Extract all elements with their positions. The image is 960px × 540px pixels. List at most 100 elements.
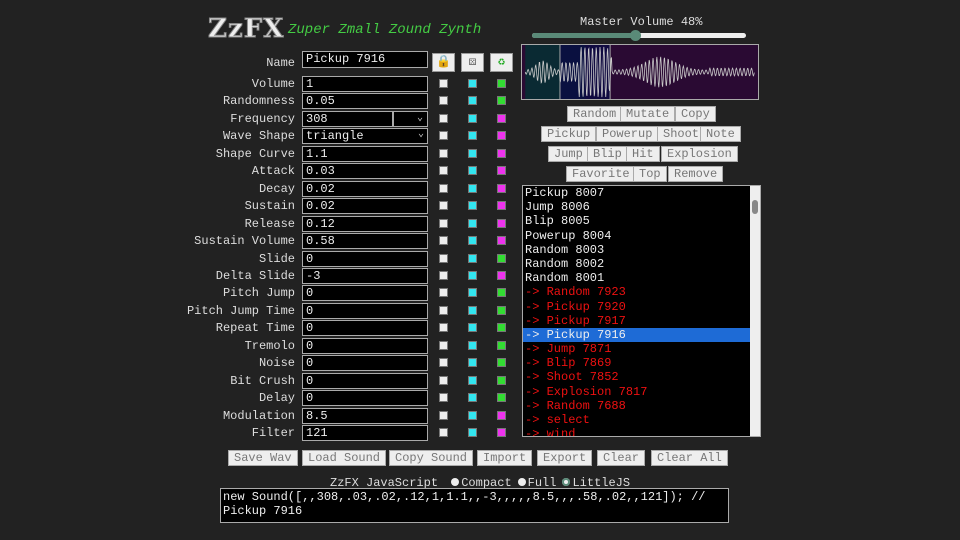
lock-checkbox[interactable] [439,148,448,158]
lock-checkbox[interactable] [439,288,448,298]
radio-littlejs[interactable] [562,478,571,486]
lock-checkbox[interactable] [439,131,448,141]
remove-button[interactable]: Remove [668,166,724,182]
scrollbar-thumb[interactable] [752,200,758,214]
param-input[interactable]: 121 [302,425,428,441]
sound-list-item[interactable]: Pickup 8007 [525,186,605,200]
randomize-checkbox[interactable] [468,393,477,403]
mode-checkbox[interactable] [497,79,506,88]
sound-list-item[interactable]: -> Jump 7871 [525,342,612,357]
lock-checkbox[interactable] [439,166,448,176]
sound-list-item[interactable]: -> Pickup 7916 [523,327,750,343]
param-input[interactable]: 0 [302,372,428,389]
lock-checkbox[interactable] [439,253,448,263]
param-input[interactable]: 0 [302,302,428,319]
import-button[interactable]: Import [477,450,533,466]
master-volume-slider[interactable] [532,30,746,41]
randomize-checkbox[interactable] [468,270,477,280]
mode-checkbox[interactable] [497,113,506,123]
randomize-checkbox[interactable] [468,166,477,176]
mode-checkbox[interactable] [497,270,506,280]
lock-checkbox[interactable] [439,201,448,211]
lock-checkbox[interactable] [439,96,448,106]
lock-checkbox[interactable] [439,270,448,280]
sound-list-item[interactable]: -> Pickup 7917 [525,313,626,328]
mode-checkbox[interactable] [497,131,506,141]
lock-checkbox[interactable] [439,428,448,437]
top-button[interactable]: Top [633,166,667,182]
param-input[interactable]: 0.03 [302,163,428,180]
randomize-checkbox[interactable] [468,236,477,246]
clear-button[interactable]: Clear [597,450,646,466]
chevron-down-icon[interactable]: ⌄ [417,129,424,141]
mode-checkbox[interactable] [497,236,506,246]
randomize-checkbox[interactable] [468,131,477,141]
sound-list-item[interactable]: -> select [525,413,590,427]
radio-label[interactable]: LittleJS [572,476,631,490]
randomize-checkbox[interactable] [468,375,477,385]
randomize-checkbox[interactable] [468,218,477,228]
note-button[interactable]: Note [700,126,741,142]
sound-list-item[interactable]: -> Blip 7869 [525,356,612,371]
mode-checkbox[interactable] [497,183,506,193]
sound-list-item[interactable]: Powerup 8004 [525,228,612,243]
randomize-button[interactable]: ⚄ [461,53,484,72]
param-input[interactable]: 0.58 [302,233,428,250]
slider-knob[interactable] [629,30,641,41]
lock-checkbox[interactable] [439,410,448,420]
param-input[interactable]: 0 [302,390,428,407]
lock-button[interactable]: 🔒 [432,53,455,72]
radio-label[interactable]: Full [527,476,557,490]
mode-checkbox[interactable] [497,358,506,368]
param-input[interactable]: -3 [302,267,428,284]
randomize-checkbox[interactable] [468,96,477,106]
randomize-checkbox[interactable] [468,428,477,437]
lock-checkbox[interactable] [439,79,448,88]
param-input[interactable]: 0.12 [302,215,428,232]
mode-checkbox[interactable] [497,340,506,350]
radio-full[interactable] [517,478,526,486]
mode-checkbox[interactable] [497,410,506,420]
param-input[interactable]: 1 [302,76,428,92]
explosion-button[interactable]: Explosion [661,146,738,162]
clear-all-button[interactable]: Clear All [651,450,728,466]
lock-checkbox[interactable] [439,183,448,193]
radio-label[interactable]: Compact [461,476,512,490]
lock-checkbox[interactable] [439,340,448,350]
radio-compact[interactable] [451,478,460,486]
name-input[interactable]: Pickup 7916 [302,51,428,68]
param-input[interactable]: 0 [302,285,428,302]
load-sound-button[interactable]: Load Sound [302,450,387,466]
randomize-checkbox[interactable] [468,148,477,158]
sound-list-item[interactable]: Blip 8005 [525,214,590,229]
powerup-button[interactable]: Powerup [596,126,659,142]
lock-checkbox[interactable] [439,236,448,246]
sound-list[interactable]: Pickup 8007 Jump 8006 Blip 8005 Powerup 800… [522,185,761,437]
randomize-checkbox[interactable] [468,323,477,333]
blip-button[interactable]: Blip [587,146,628,162]
mode-checkbox[interactable] [497,393,506,403]
sound-list-item[interactable]: -> Shoot 7852 [525,370,619,385]
param-input[interactable]: 308 [302,110,393,127]
randomize-checkbox[interactable] [468,253,477,263]
copy-sound-button[interactable]: Copy Sound [389,450,474,466]
sound-list-item[interactable]: -> Random 7923 [525,285,626,300]
lock-checkbox[interactable] [439,323,448,333]
lock-checkbox[interactable] [439,218,448,228]
randomize-checkbox[interactable] [468,288,477,298]
copy-button[interactable]: Copy [675,106,716,122]
sound-list-item[interactable]: -> Random 7688 [525,398,626,413]
lock-checkbox[interactable] [439,393,448,403]
sound-list-item[interactable]: Random 8002 [525,256,605,271]
param-input[interactable]: 0.05 [302,93,428,110]
lock-checkbox[interactable] [439,113,448,123]
randomize-checkbox[interactable] [468,340,477,350]
shoot-button[interactable]: Shoot [657,126,706,142]
sound-list-item[interactable]: Jump 8006 [525,200,590,215]
code-output[interactable]: new Sound([,,308,.03,.02,.12,1,1.1,,-3,,… [220,488,729,523]
lock-checkbox[interactable] [439,375,448,385]
mode-checkbox[interactable] [497,288,506,298]
jump-button[interactable]: Jump [548,146,589,162]
favorite-button[interactable]: Favorite [566,166,636,182]
mode-checkbox[interactable] [497,148,506,158]
